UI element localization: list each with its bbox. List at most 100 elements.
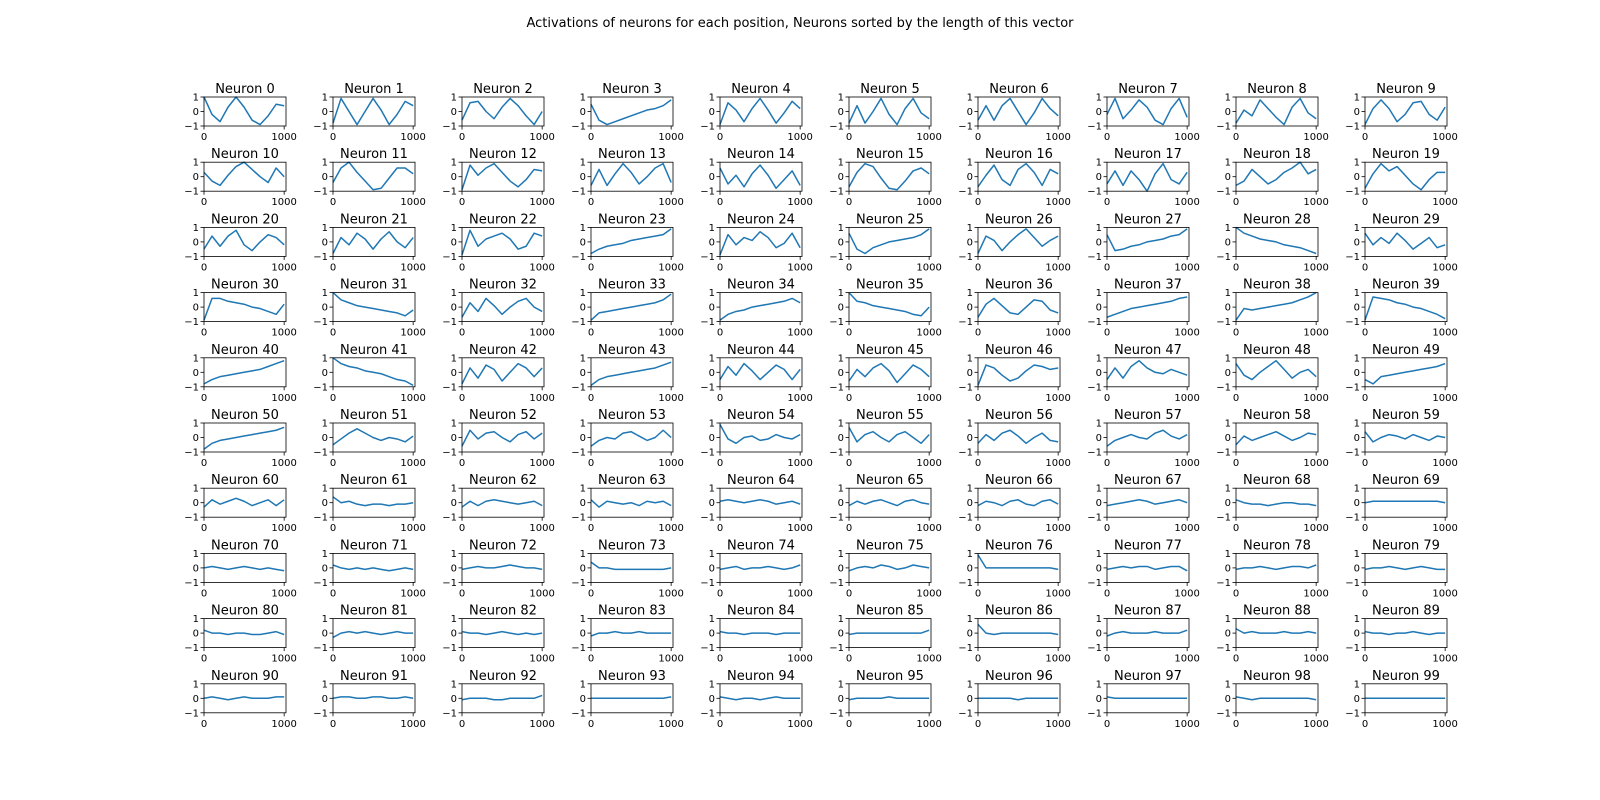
y-tick-label: 0 [1096,237,1102,248]
y-tick-label: −1 [442,187,457,198]
x-tick-label: 0 [1233,458,1239,469]
y-tick-label: −1 [313,578,328,589]
activation-line [461,499,543,508]
activation-line [332,696,414,700]
y-tick-label: −1 [1087,448,1102,459]
y-tick-label: 0 [322,368,328,379]
activation-line [1364,500,1446,504]
y-tick-label: −1 [571,513,586,524]
y-tick-label: −1 [184,578,199,589]
x-tick-label: 1000 [787,132,812,143]
subplot-title: Neuron 91 [340,669,408,684]
subplot-title: Neuron 84 [727,604,795,619]
y-tick-label: 1 [451,353,457,364]
y-tick-label: −1 [571,122,586,133]
activation-line [461,97,543,126]
y-tick-label: −1 [829,448,844,459]
y-tick-label: −1 [829,382,844,393]
y-tick-label: 0 [709,629,715,640]
y-tick-label: 1 [1354,288,1360,299]
subplot-title: Neuron 59 [1372,408,1440,423]
y-tick-label: −1 [1345,708,1360,719]
subplot-title: Neuron 35 [856,278,924,293]
y-tick-label: 1 [709,353,715,364]
x-tick-label: 0 [588,328,594,339]
y-tick-label: −1 [571,708,586,719]
y-tick-label: 0 [1354,303,1360,314]
axes-frame [203,292,287,323]
activation-line [332,630,414,639]
x-tick-label: 0 [717,132,723,143]
x-tick-label: 0 [1362,132,1368,143]
activation-line [461,429,543,447]
y-tick-label: 1 [1225,679,1231,690]
subplot-title: Neuron 82 [469,604,537,619]
activation-line [848,97,930,126]
subplot-title: Neuron 86 [985,604,1053,619]
y-tick-label: 1 [709,614,715,625]
x-tick-label: 0 [1362,197,1368,208]
axes-frame [848,553,932,583]
x-tick-label: 1000 [1174,197,1199,208]
axes-frame [1235,96,1319,127]
y-tick-label: 0 [709,368,715,379]
x-tick-label: 0 [201,719,207,730]
y-tick-label: 0 [451,368,457,379]
activation-line [461,362,543,385]
subplot-title: Neuron 6 [989,82,1049,97]
y-tick-label: 0 [1096,368,1102,379]
y-tick-label: 1 [1096,419,1102,430]
y-tick-label: −1 [184,382,199,393]
y-tick-label: −1 [184,317,199,328]
y-tick-label: 0 [838,303,844,314]
axes-frame [848,161,932,192]
activation-line [1364,630,1446,636]
subplot-title: Neuron 78 [1243,538,1311,553]
axes-frame [332,487,416,518]
y-tick-label: −1 [1087,513,1102,524]
y-tick-label: −1 [313,317,328,328]
subplot-title: Neuron 11 [340,147,408,162]
activation-line [590,228,672,255]
subplot-neuron-1: Neuron 110−10 1000 [313,82,426,143]
y-tick-label: 1 [580,419,586,430]
subplot-title: Neuron 42 [469,343,537,358]
y-tick-label: 0 [580,629,586,640]
x-tick-label: 0 [201,262,207,273]
x-tick-label: 1000 [1432,523,1457,534]
y-tick-label: −1 [442,643,457,654]
y-tick-label: −1 [1216,708,1231,719]
y-tick-label: −1 [1216,252,1231,263]
activation-line [1106,228,1188,252]
subplot-title: Neuron 9 [1376,82,1436,97]
y-tick-label: 1 [1225,93,1231,104]
y-tick-label: 0 [709,694,715,705]
activation-line [461,162,543,190]
y-tick-label: −1 [700,382,715,393]
x-tick-label: 0 [1104,262,1110,273]
x-tick-label: 1000 [658,132,683,143]
y-tick-label: −1 [1345,578,1360,589]
axes-frame [1364,96,1448,127]
y-tick-label: −1 [442,122,457,133]
subplot-neuron-5: Neuron 510−10 1000 [829,82,942,143]
activation-line [719,297,801,321]
activation-line [332,97,414,126]
y-tick-label: 0 [838,498,844,509]
activation-line [332,496,414,507]
